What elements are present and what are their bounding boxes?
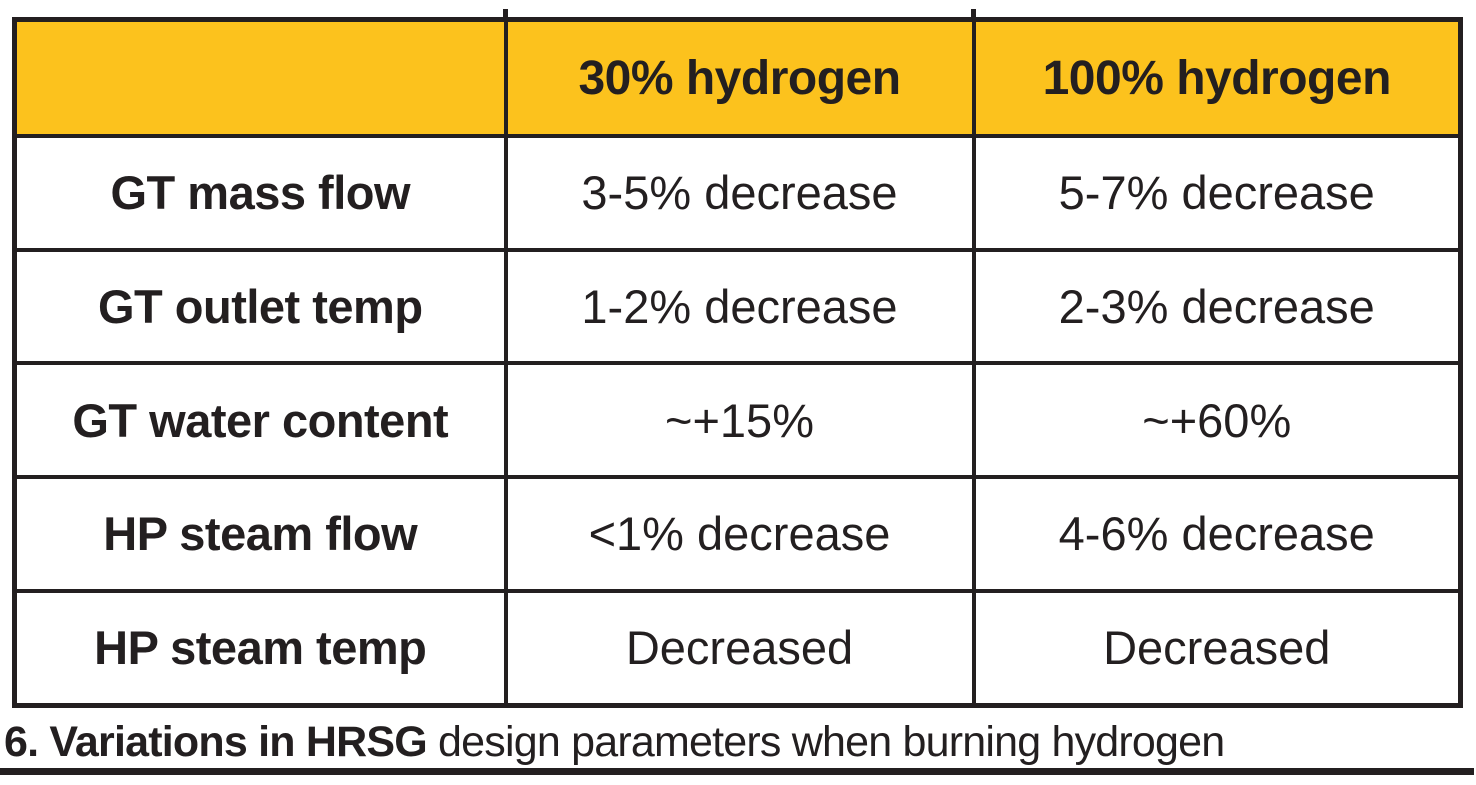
cropped-rule-tick-left — [503, 9, 508, 22]
cell-hp-steam-flow-100pct: 4-6% decrease — [971, 475, 1463, 593]
cell-gt-water-content-100pct: ~+60% — [971, 361, 1463, 480]
cell-hp-steam-temp-100pct: Decreased — [971, 588, 1463, 708]
table-row-hp-steam-flow: HP steam flow <1% decrease 4-6% decrease — [12, 475, 1463, 593]
cropped-rule-tick-right — [971, 9, 976, 22]
cell-gt-water-content-30pct: ~+15% — [503, 361, 976, 480]
bottom-divider-rule — [0, 768, 1474, 775]
table-row-gt-water-content: GT water content ~+15% ~+60% — [12, 361, 1463, 480]
row-label-gt-outlet-temp: GT outlet temp — [12, 247, 508, 366]
header-cell-30pct-hydrogen: 30% hydrogen — [503, 17, 976, 138]
cell-gt-mass-flow-100pct: 5-7% decrease — [971, 134, 1463, 252]
row-label-hp-steam-flow: HP steam flow — [12, 475, 508, 593]
figure-caption-number: 6. Variations in HRSG — [4, 718, 428, 766]
cell-hp-steam-temp-30pct: Decreased — [503, 588, 976, 708]
header-cell-empty — [12, 17, 508, 138]
figure-caption: 6. Variations in HRSG design parameters … — [4, 716, 1464, 768]
cell-gt-outlet-temp-30pct: 1-2% decrease — [503, 247, 976, 366]
table-row-gt-mass-flow: GT mass flow 3-5% decrease 5-7% decrease — [12, 134, 1463, 252]
hrsg-parameters-table: 30% hydrogen 100% hydrogen GT mass flow … — [12, 17, 1463, 708]
table-row-hp-steam-temp: HP steam temp Decreased Decreased — [12, 588, 1463, 708]
table-row-gt-outlet-temp: GT outlet temp 1-2% decrease 2-3% decrea… — [12, 247, 1463, 366]
header-row: 30% hydrogen 100% hydrogen — [12, 17, 1463, 138]
row-label-hp-steam-temp: HP steam temp — [12, 588, 508, 708]
row-label-gt-water-content: GT water content — [12, 361, 508, 480]
cell-hp-steam-flow-30pct: <1% decrease — [503, 475, 976, 593]
figure-caption-text: design parameters when burning hydrogen — [426, 718, 1225, 766]
row-label-gt-mass-flow: GT mass flow — [12, 134, 508, 252]
cell-gt-mass-flow-30pct: 3-5% decrease — [503, 134, 976, 252]
header-cell-100pct-hydrogen: 100% hydrogen — [971, 17, 1463, 138]
cell-gt-outlet-temp-100pct: 2-3% decrease — [971, 247, 1463, 366]
